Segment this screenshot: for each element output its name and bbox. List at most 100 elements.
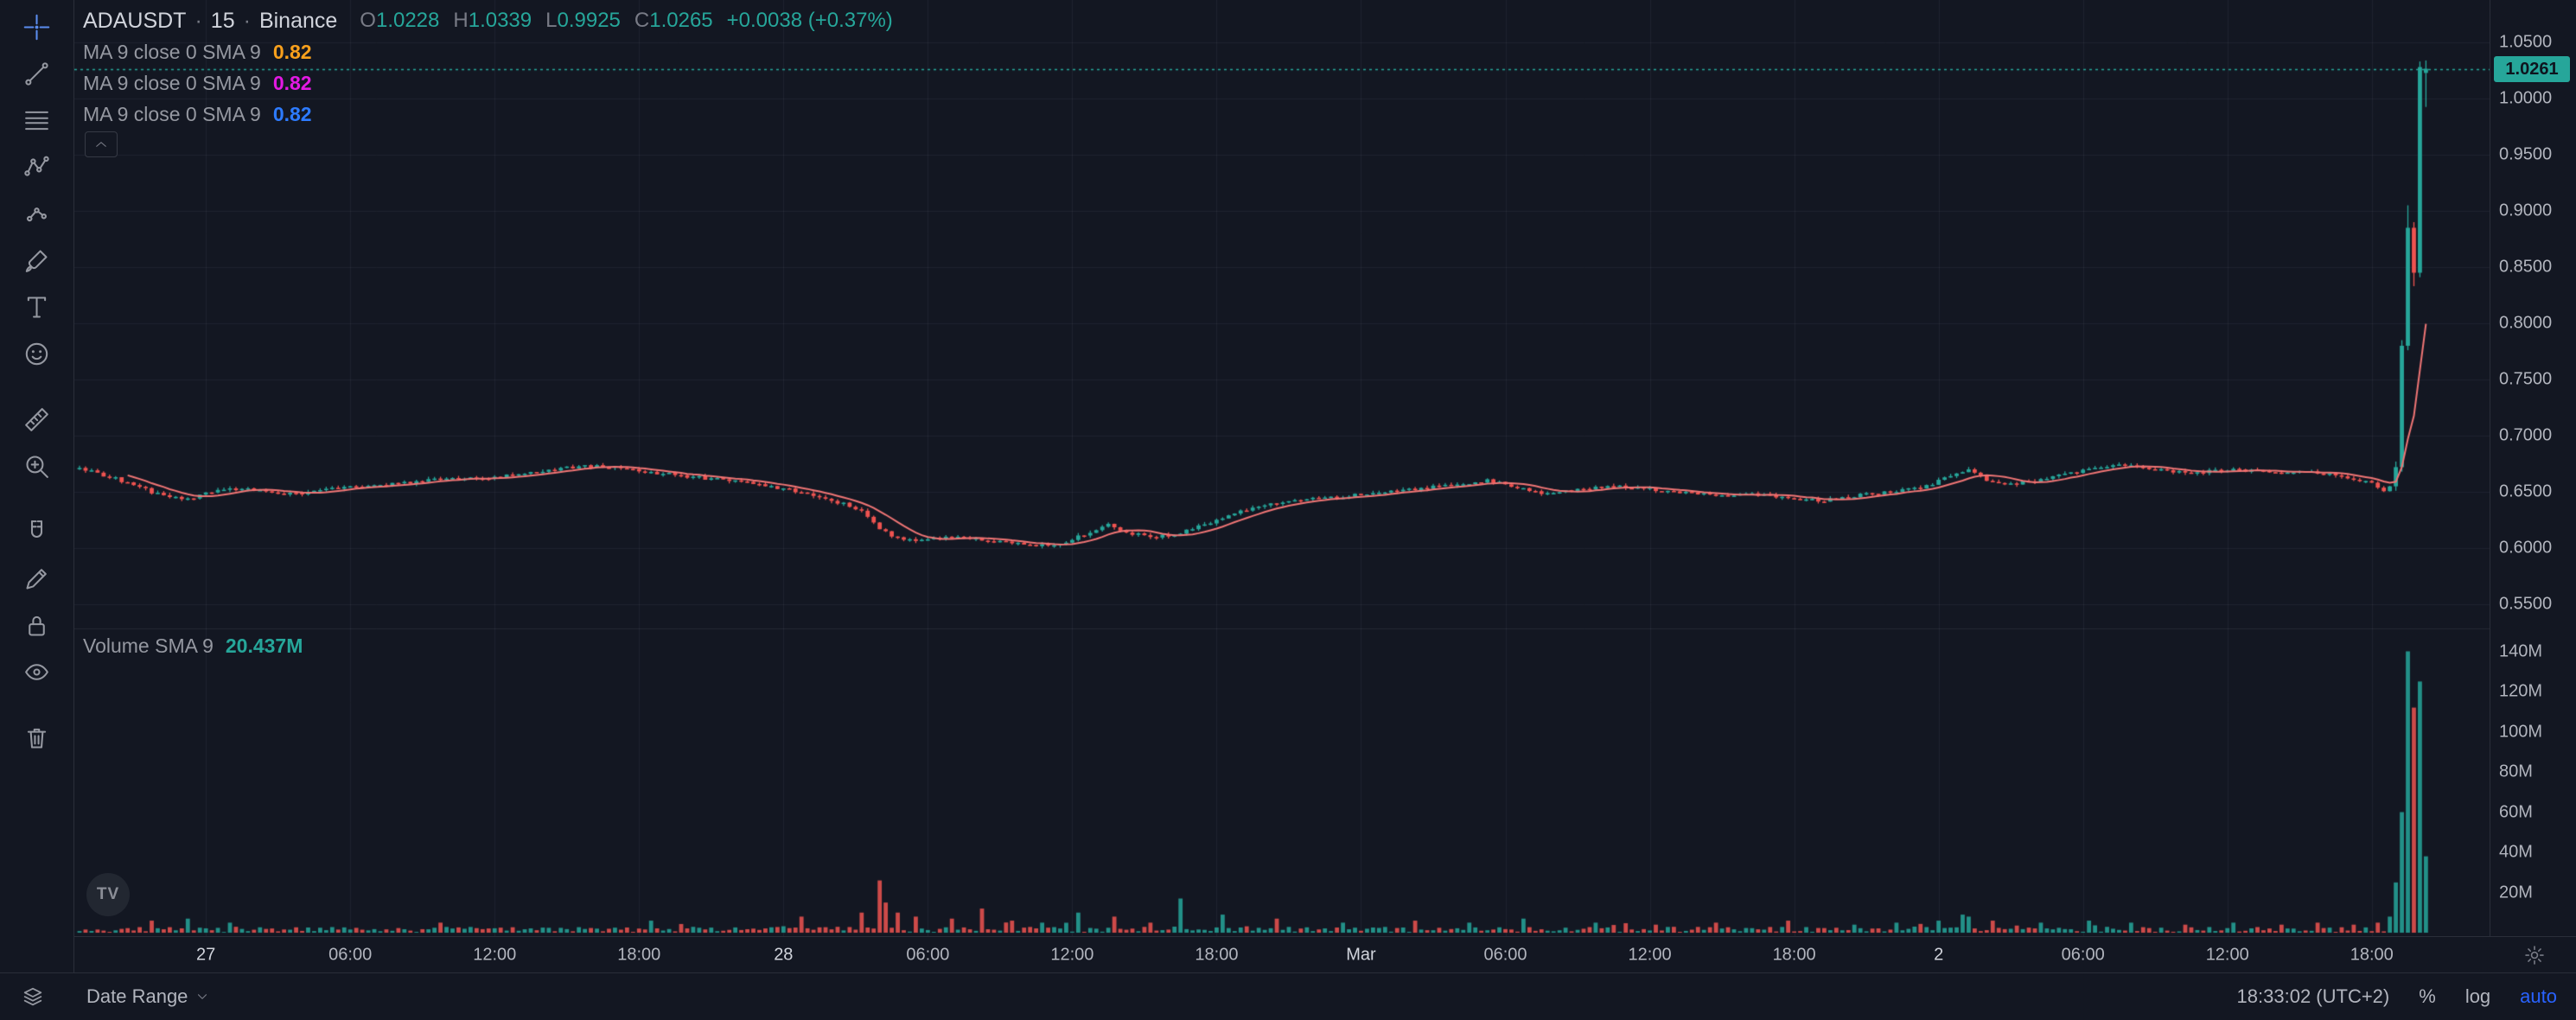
time-axis-label: 06:00 — [328, 945, 373, 964]
forecast-icon — [27, 207, 47, 221]
symbol-row[interactable]: ADAUSDT · 15 · Binance O1.0228 H1.0339 L… — [83, 5, 907, 36]
eye-tool-button[interactable] — [14, 648, 61, 695]
chart-area: ADAUSDT · 15 · Binance O1.0228 H1.0339 L… — [74, 0, 2576, 972]
time-axis-label: 27 — [196, 945, 216, 964]
volume-axis-label: 120M — [2499, 681, 2543, 701]
clock-utc[interactable]: 18:33:02 (UTC+2) — [2236, 985, 2390, 1007]
ma-indicator-value: 0.82 — [272, 102, 312, 125]
date-range-button[interactable]: Date Range — [86, 985, 210, 1008]
ma-indicator-label: MA 9 close 0 SMA 9 — [83, 102, 261, 125]
price-axis-label: 0.5500 — [2499, 594, 2553, 614]
volume-axis-label: 80M — [2499, 762, 2533, 781]
caret-down-icon — [188, 989, 210, 1004]
fib-retracement-tool-button[interactable] — [14, 97, 61, 143]
volume-legend-value: 20.437M — [225, 634, 303, 657]
price-axis-label: 1.0000 — [2499, 88, 2553, 108]
ruler-icon — [25, 407, 48, 431]
ma-indicator-row[interactable]: MA 9 close 0 SMA 9 0.82 — [83, 36, 907, 67]
price-axis-label: 0.8500 — [2499, 257, 2553, 277]
forecast-tool-button[interactable] — [14, 190, 61, 237]
zoom-in-icon — [26, 455, 48, 478]
volume-axis-label: 140M — [2499, 641, 2543, 660]
log-scale-button[interactable]: log — [2464, 985, 2491, 1007]
xabcd-pattern-icon — [24, 156, 49, 176]
ma-indicator-label: MA 9 close 0 SMA 9 — [83, 71, 261, 94]
price-axis[interactable]: 1.0261 1.0500 1.0000 0.9500 0.9000 0.8500 0.8… — [2490, 0, 2576, 936]
object-tree-icon — [23, 987, 42, 1006]
tradingview-watermark[interactable]: TV — [86, 873, 130, 916]
text-icon — [27, 296, 47, 318]
chevron-up-icon — [96, 142, 106, 147]
brush-icon — [25, 249, 48, 272]
price-axis-label: 0.7500 — [2499, 369, 2553, 389]
symbol-name[interactable]: ADAUSDT — [83, 8, 187, 33]
volume-axis-label: 20M — [2499, 883, 2533, 902]
ma-indicator-value: 0.82 — [272, 71, 312, 94]
volume-axis-label: 60M — [2499, 802, 2533, 821]
candlestick-chart-canvas[interactable] — [74, 0, 2490, 936]
time-axis-label: 28 — [774, 945, 794, 964]
magnet-icon — [30, 520, 43, 538]
edit-tool-button[interactable] — [14, 555, 61, 602]
exchange-name[interactable]: Binance — [258, 8, 338, 33]
time-axis-label: 18:00 — [1772, 945, 1816, 964]
ruler-tool-button[interactable] — [14, 396, 61, 443]
drawing-toolbar — [0, 0, 74, 972]
legend-separator: · — [243, 8, 251, 33]
gear-icon — [2525, 946, 2544, 965]
time-axis-label: 18:00 — [2350, 945, 2394, 964]
price-axis-label: 0.7000 — [2499, 425, 2553, 445]
volume-axis-label: 40M — [2499, 842, 2533, 862]
time-axis-label: 12:00 — [473, 945, 517, 964]
bottom-toolbar: Date Range 18:33:02 (UTC+2) % log auto — [0, 972, 2576, 1020]
ohlc-values: O1.0228 H1.0339 L0.9925 C1.0265 +0.0038 … — [360, 9, 906, 33]
time-axis-label: 12:00 — [1050, 945, 1094, 964]
trash-icon — [27, 728, 47, 749]
lock-icon — [29, 615, 45, 636]
high-value: H1.0339 — [453, 9, 532, 32]
ma-indicator-row[interactable]: MA 9 close 0 SMA 9 0.82 — [83, 99, 907, 130]
time-axis-label: Mar — [1346, 945, 1376, 964]
object-tree-button[interactable] — [16, 979, 50, 1014]
volume-legend[interactable]: Volume SMA 9 20.437M — [83, 630, 303, 661]
auto-scale-button[interactable]: auto — [2520, 985, 2557, 1007]
axis-settings-gear-icon[interactable] — [2521, 941, 2548, 969]
crosshair-tool-button[interactable] — [14, 3, 61, 50]
trend-line-icon — [25, 61, 48, 86]
low-value: L0.9925 — [545, 9, 621, 32]
time-axis-label: 06:00 — [906, 945, 950, 964]
text-tool-button[interactable] — [14, 284, 61, 330]
emoji-tool-button[interactable] — [14, 330, 61, 377]
trend-line-tool-button[interactable] — [14, 50, 61, 97]
time-axis[interactable]: 27 06:00 12:00 18:00 28 06:00 12:00 18:00 Mar 06:… — [74, 936, 2576, 972]
legend-collapse-button[interactable] — [85, 131, 118, 157]
percent-scale-button[interactable]: % — [2419, 985, 2436, 1007]
time-axis-label: 06:00 — [2061, 945, 2105, 964]
symbol-legend: ADAUSDT · 15 · Binance O1.0228 H1.0339 L… — [83, 5, 907, 130]
xabcd-pattern-tool-button[interactable] — [14, 143, 61, 190]
interval-label[interactable]: 15 — [210, 8, 235, 33]
time-axis-label: 2 — [1934, 945, 1944, 964]
time-axis-label: 06:00 — [1483, 945, 1527, 964]
zoom-in-tool-button[interactable] — [14, 443, 61, 489]
price-axis-label: 1.0500 — [2499, 32, 2553, 52]
edit-icon — [26, 568, 47, 590]
lock-tool-button[interactable] — [14, 602, 61, 648]
time-axis-label: 12:00 — [2205, 945, 2249, 964]
magnet-tool-button[interactable] — [14, 508, 61, 555]
caret-down-icon — [198, 994, 207, 999]
ma-indicator-row[interactable]: MA 9 close 0 SMA 9 0.82 — [83, 67, 907, 99]
eye-icon — [25, 663, 48, 680]
ma-indicator-value: 0.82 — [272, 40, 312, 63]
volume-legend-label: Volume SMA 9 — [83, 634, 214, 657]
fib-retracement-icon — [25, 111, 48, 130]
brush-tool-button[interactable] — [14, 237, 61, 284]
date-range-label: Date Range — [86, 985, 188, 1007]
price-axis-label: 0.6500 — [2499, 481, 2553, 501]
volume-axis-label: 100M — [2499, 722, 2543, 741]
trash-tool-button[interactable] — [14, 714, 61, 761]
price-axis-label: 0.8000 — [2499, 313, 2553, 333]
last-price-tag: 1.0261 — [2494, 56, 2570, 83]
price-axis-label: 0.6000 — [2499, 538, 2553, 558]
